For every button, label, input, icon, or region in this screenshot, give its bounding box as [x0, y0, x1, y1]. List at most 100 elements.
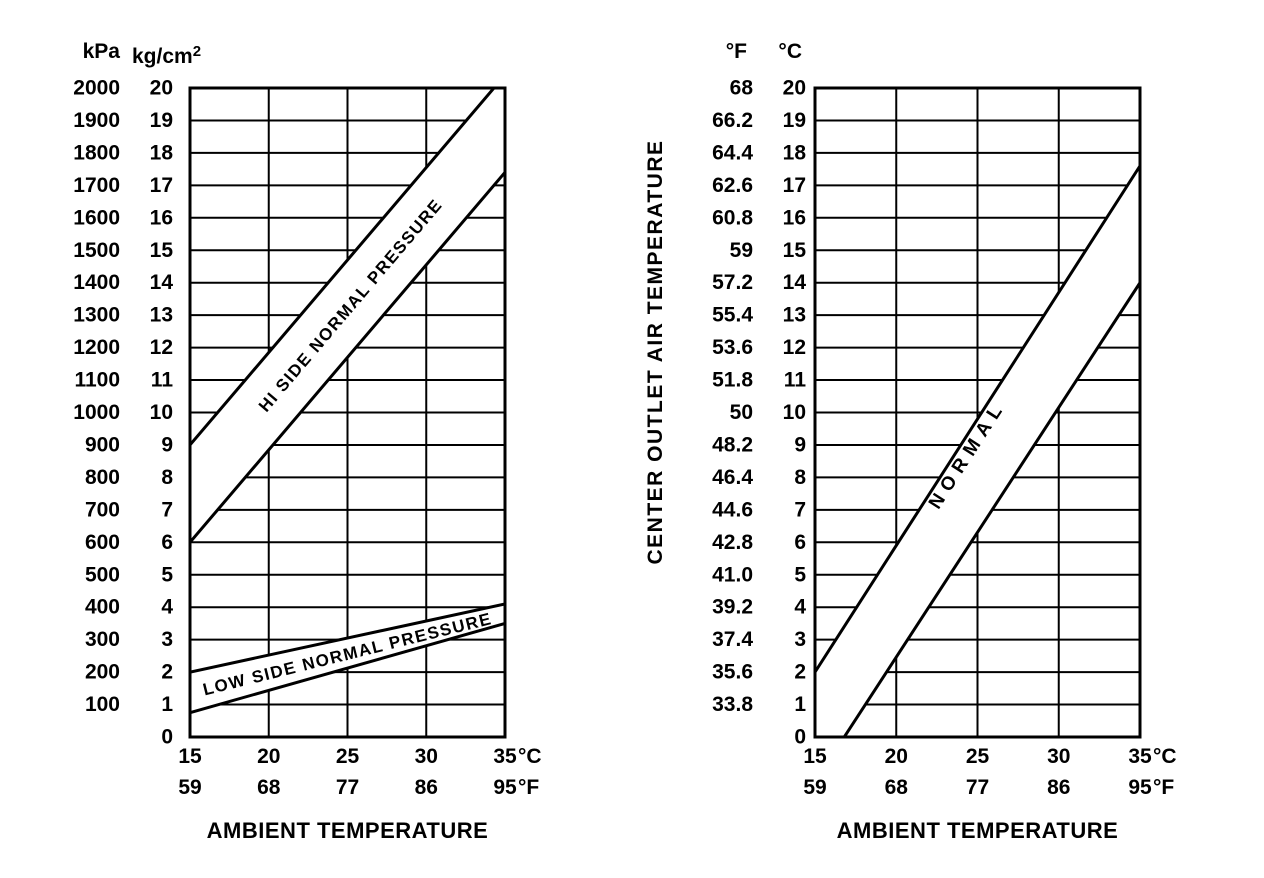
- x-tick-c: 25: [336, 745, 360, 768]
- y-tick-right: 5: [161, 563, 173, 586]
- y-tick-right: 7: [794, 498, 806, 521]
- plot-border: [188, 86, 507, 739]
- y-tick-left: 500: [85, 563, 120, 586]
- low-side-normal-pressure-band-edge: [190, 602, 505, 674]
- y-tick-right: 11: [151, 369, 174, 392]
- y-tick-right: 10: [783, 401, 806, 424]
- y-tick-left: 1100: [74, 369, 120, 392]
- y-tick-right: 8: [794, 466, 806, 489]
- y-tick-left: 800: [85, 466, 120, 489]
- y-tick-left: 59: [730, 239, 753, 262]
- y-tick-left: 33.8: [712, 693, 753, 716]
- y-tick-right: 16: [150, 206, 173, 229]
- y-tick-right: 2: [161, 661, 173, 684]
- y-tick-right: 9: [794, 433, 806, 456]
- x-unit-f: °F: [1153, 776, 1174, 799]
- hi-side-normal-pressure-band-label: HI SIDE NORMAL PRESSURE: [255, 195, 447, 415]
- hi-side-normal-pressure-band-edge: [190, 171, 505, 544]
- y-tick-left: 200: [85, 661, 120, 684]
- y-tick-right: 18: [150, 141, 174, 164]
- x-tick-c: 35: [1128, 745, 1152, 768]
- y-tick-left: 37.4: [712, 628, 753, 651]
- x-tick-f: 77: [966, 776, 989, 799]
- y-tick-left: 39.2: [712, 596, 753, 619]
- y-tick-left: 1900: [73, 109, 120, 132]
- y-tick-left: 1400: [73, 271, 120, 294]
- y-tick-right: 2: [794, 661, 806, 684]
- y-tick-left: 400: [85, 596, 120, 619]
- y-tick-right: 20: [150, 77, 173, 100]
- y-tick-right: 3: [161, 628, 173, 651]
- x-tick-c: 20: [885, 745, 908, 768]
- x-tick-f: 95: [493, 776, 517, 799]
- y-tick-right: 17: [150, 174, 173, 197]
- y-tick-right: 19: [783, 109, 806, 132]
- kgcm2-base: kg/cm: [132, 45, 193, 68]
- x-tick-c: 15: [178, 745, 202, 768]
- y-tick-right: 12: [783, 336, 806, 359]
- y-tick-left: 66.2: [712, 109, 753, 132]
- y-tick-right: 4: [161, 596, 173, 619]
- y-tick-left: 35.6: [712, 661, 753, 684]
- y-tick-left: 53.6: [712, 336, 753, 359]
- y-tick-right: 1: [794, 693, 806, 716]
- normal-band: [815, 165, 1140, 737]
- plot-border: [813, 86, 1142, 739]
- pressure-axis-unit-kgcm2: kg/cm2: [132, 40, 201, 69]
- x-tick-c: 35: [493, 745, 517, 768]
- normal-band-edge: [815, 165, 1140, 673]
- center-outlet-air-temperature-title: CENTER OUTLET AIR TEMPERATURE: [644, 139, 667, 565]
- y-tick-left: 2000: [73, 77, 120, 100]
- y-tick-left: 1200: [73, 336, 120, 359]
- y-tick-right: 14: [150, 271, 174, 294]
- x-tick-f: 95: [1128, 776, 1152, 799]
- x-tick-c: 30: [415, 745, 438, 768]
- y-tick-left: 48.2: [712, 433, 753, 456]
- y-tick-left: 46.4: [712, 466, 753, 489]
- ambient-temperature-title-left: AMBIENT TEMPERATURE: [206, 818, 489, 843]
- y-tick-left: 55.4: [712, 304, 753, 327]
- x-tick-f: 59: [178, 776, 201, 799]
- y-tick-left: 300: [85, 628, 120, 651]
- y-tick-right: 15: [150, 239, 174, 262]
- y-tick-right: 14: [783, 271, 807, 294]
- y-tick-left: 900: [85, 433, 120, 456]
- y-tick-right: 0: [161, 726, 173, 749]
- y-tick-left: 60.8: [712, 206, 753, 229]
- y-tick-left: 44.6: [712, 498, 753, 521]
- y-tick-left: 1600: [73, 206, 120, 229]
- low-side-normal-pressure-band: [190, 603, 505, 713]
- y-tick-left: 1300: [73, 304, 120, 327]
- kgcm2-superscript: 2: [192, 43, 202, 60]
- x-tick-f: 59: [803, 776, 826, 799]
- y-tick-left: 100: [85, 693, 120, 716]
- y-tick-right: 10: [150, 401, 173, 424]
- center-outlet-air-temperature-chart: NORMAL6866.264.462.660.85957.255.453.651…: [712, 77, 1176, 800]
- y-tick-left: 1000: [73, 401, 120, 424]
- hi-side-normal-pressure-band-edge: [190, 88, 496, 446]
- y-tick-left: 1500: [73, 239, 120, 262]
- y-tick-right: 12: [150, 336, 173, 359]
- x-tick-f: 77: [336, 776, 359, 799]
- y-tick-right: 17: [783, 174, 806, 197]
- y-tick-left: 50: [730, 401, 753, 424]
- normal-band-edge: [842, 281, 1140, 737]
- x-tick-c: 20: [257, 745, 280, 768]
- y-tick-left: 1700: [73, 174, 120, 197]
- y-tick-right: 9: [161, 433, 173, 456]
- y-tick-right: 0: [794, 726, 806, 749]
- y-tick-left: 64.4: [712, 141, 753, 164]
- pressure-axis-unit-kpa: kPa: [82, 40, 120, 63]
- y-tick-left: 62.6: [712, 174, 753, 197]
- y-tick-left: 57.2: [712, 271, 753, 294]
- ambient-temperature-title-right: AMBIENT TEMPERATURE: [836, 818, 1119, 843]
- y-tick-left: 41.0: [712, 563, 753, 586]
- x-tick-c: 15: [803, 745, 827, 768]
- y-tick-left: 700: [85, 498, 120, 521]
- y-tick-left: 42.8: [712, 531, 753, 554]
- y-tick-left: 68: [730, 77, 754, 100]
- y-tick-right: 20: [783, 77, 806, 100]
